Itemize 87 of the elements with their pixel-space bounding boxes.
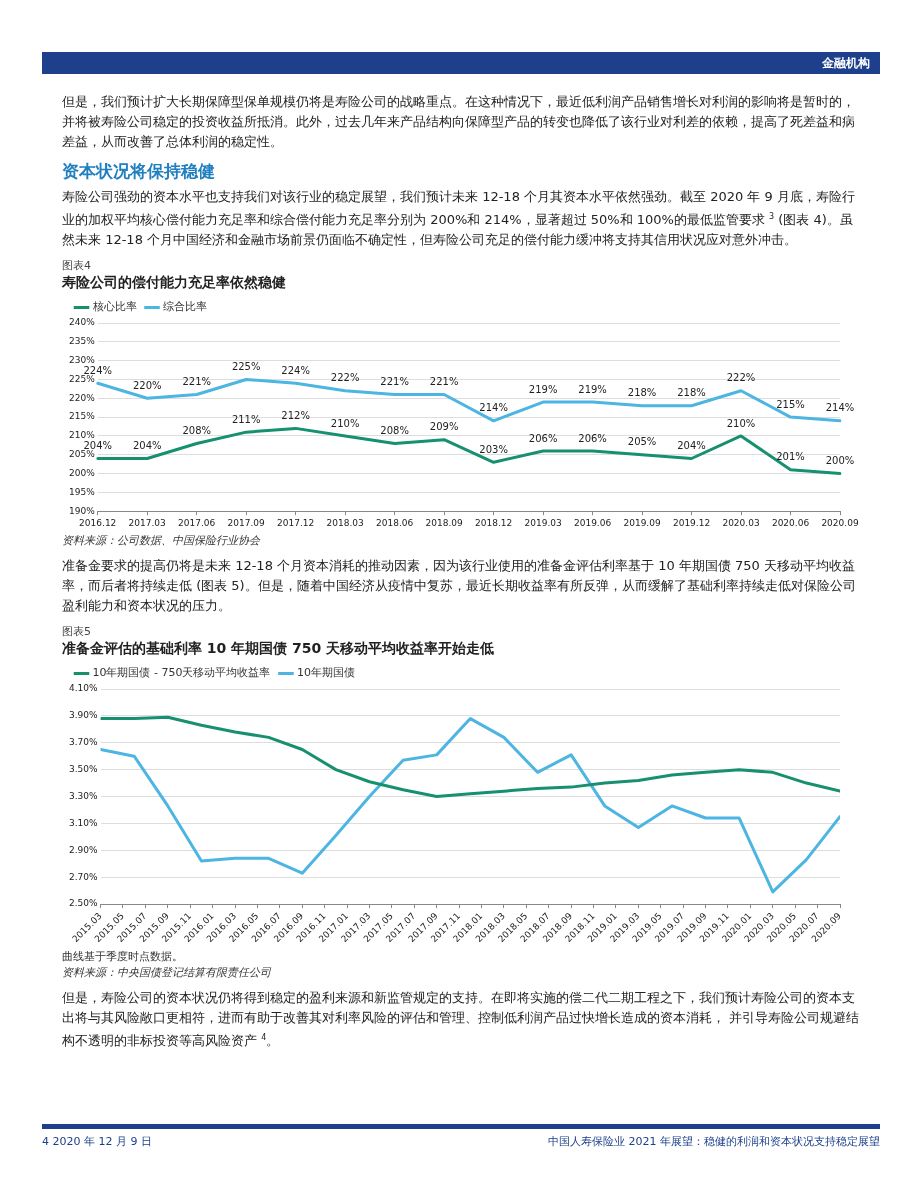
data-label: 208% xyxy=(380,425,409,437)
y-tick-label: 4.10% xyxy=(69,683,99,694)
data-label: 205% xyxy=(627,436,657,448)
chart-subtitle: 图表5 xyxy=(62,624,92,640)
data-label: 219% xyxy=(528,383,558,395)
x-tick-label: 2017.06 xyxy=(178,518,216,529)
text: 资料来源：公司数据、中国保险行业协会 xyxy=(62,533,262,549)
data-label: 206% xyxy=(578,432,607,444)
text: 金融机构 xyxy=(822,55,870,72)
x-tick-label: 2017.12 xyxy=(277,518,315,529)
x-tick-label: 2020.09 xyxy=(821,518,859,529)
data-label: 204% xyxy=(677,440,706,452)
data-label: 210% xyxy=(330,417,360,429)
y-tick-label: 190% xyxy=(69,505,96,516)
y-tick-label: 240% xyxy=(69,317,96,328)
y-tick-label: 3.50% xyxy=(69,764,99,775)
data-label: 220% xyxy=(132,380,162,392)
data-label: 218% xyxy=(627,387,657,399)
text: 但是，寿险公司的资本状况仍将得到稳定的盈利来源和新监管规定的支持。在即将实施的偿二代二期工程之下，我们预计寿险公司的资本支出将与其风险敞口更相符，进而有助于改善其对利率风险的评估和管理、控制低利润产品过快增长造成的资本消耗， 并引导寿险公司规避结构不透明的非标投资等高风险资产 $^{4}$。 xyxy=(62,989,861,1051)
data-label: 211% xyxy=(231,414,261,426)
x-tick-label: 2019.03 xyxy=(524,518,562,529)
x-tick-label: 2020.06 xyxy=(771,518,810,529)
y-tick-label: 225% xyxy=(69,374,96,385)
data-label: 204% xyxy=(132,440,162,452)
y-tick-label: 200% xyxy=(69,468,96,479)
y-tick-label: 230% xyxy=(69,355,96,366)
x-tick-label: 2017.03 xyxy=(128,518,166,529)
y-tick-label: 215% xyxy=(69,411,96,422)
legend-label: 核心比率 xyxy=(91,300,137,314)
data-label: 221% xyxy=(429,376,459,388)
text: 准备金要求的提高仍将是未来 12-18 个月资本消耗的推动因素，因为该行业使用的准备金评估利率基于 10 年期国债 750 天移动平均收益率，而后者将持续走低 (图表 5)。但是，随着中国经济从疫情中复苏，最近长期收益率有所反弹，从而缓解了基础利率持续走低对保险公司盈利能力和资本状况的压力。 xyxy=(62,557,857,616)
y-tick-label: 195% xyxy=(69,487,96,498)
y-tick-label: 205% xyxy=(69,449,96,460)
data-label: 225% xyxy=(231,361,261,373)
y-tick-label: 3.10% xyxy=(69,818,99,829)
y-tick-label: 2.70% xyxy=(69,871,99,882)
x-tick-label: 2018.12 xyxy=(475,518,513,529)
y-tick-label: 235% xyxy=(69,336,96,347)
x-tick-label: 2020.03 xyxy=(722,518,760,529)
x-tick-label: 2019.12 xyxy=(672,518,711,529)
data-label: 204% xyxy=(83,440,113,452)
data-label: 201% xyxy=(776,451,805,463)
text: 4 2020 年 12 月 9 日 xyxy=(42,1134,152,1149)
y-tick-label: 3.70% xyxy=(69,737,99,748)
data-label: 210% xyxy=(726,417,756,429)
data-label: 224% xyxy=(281,365,310,377)
x-tick-label: 2016.12 xyxy=(79,518,117,529)
y-tick-label: 220% xyxy=(69,392,96,403)
x-tick-label: 2017.09 xyxy=(227,518,266,529)
text: 资本状况将保持稳健 xyxy=(62,160,216,183)
data-label: 222% xyxy=(330,372,360,384)
chart-title: 寿险公司的偿付能力充足率依然稳健 xyxy=(62,274,287,293)
y-tick-label: 3.90% xyxy=(69,710,99,721)
x-tick-label: 2018.06 xyxy=(376,518,414,529)
legend-label: 综合比率 xyxy=(163,300,207,314)
data-label: 203% xyxy=(479,444,508,456)
y-tick-label: 3.30% xyxy=(69,791,99,802)
data-label: 200% xyxy=(825,455,855,467)
text: 寿险公司强劲的资本水平也支持我们对该行业的稳定展望，我们预计未来 12-18 个月其资本水平依然强劲。截至 2020 年 9 月底，寿险行业的加权平均核心偿付能力充足率和综合偿付能力充足率分别为 200%和 214%，显著超过 50%和 100%的最低监管要求 $^{3}$ (图表 4)。虽然未来 12-18 个月中国经济和金融市场前景仍面临不确定性，但寿险公司充足的偿付能力缓冲将支持其信用状况应对意外冲击。 xyxy=(62,188,856,250)
chart-title: 准备金评估的基础利率 10 年期国债 750 天移动平均收益率开始走低 xyxy=(62,640,496,659)
data-label: 218% xyxy=(677,387,706,399)
legend-label: 10年期国债 xyxy=(296,666,355,680)
y-tick-label: 210% xyxy=(69,430,96,441)
x-tick-label: 2019.06 xyxy=(573,518,612,529)
x-tick-label: 2018.09 xyxy=(425,518,463,529)
data-label: 224% xyxy=(83,365,113,377)
data-label: 221% xyxy=(182,376,211,388)
data-label: 209% xyxy=(429,421,459,433)
y-tick-label: 2.90% xyxy=(69,844,99,855)
x-tick-label: 2019.09 xyxy=(623,518,661,529)
data-label: 215% xyxy=(776,399,805,411)
data-label: 222% xyxy=(726,372,756,384)
data-label: 219% xyxy=(578,383,607,395)
chart-subtitle: 图表4 xyxy=(62,258,92,274)
data-label: 208% xyxy=(182,425,211,437)
text: 资料来源：中央国债登记结算有限责任公司 xyxy=(62,965,272,981)
legend-label: 10年期国债 - 750天移动平均收益率 xyxy=(92,666,271,680)
text: 但是，我们预计扩大长期保障型保单规模仍将是寿险公司的战略重点。在这种情况下，最近低利润产品销售增长对利润的影响将是暂时的，并将被寿险公司稳定的投资收益所抵消。此外，过去几年来产品结构向保障型产品的转变也降低了该行业对利差的依赖，提高了死差益和病差益，从而改善了总体利润的稳定性。 xyxy=(62,93,856,151)
data-label: 212% xyxy=(281,410,310,422)
x-tick-label: 2018.03 xyxy=(326,518,364,529)
data-label: 206% xyxy=(528,432,558,444)
data-label: 214% xyxy=(825,402,855,414)
text: 曲线基于季度时点数据。 xyxy=(62,949,184,965)
y-tick-label: 2.50% xyxy=(69,898,99,909)
data-label: 221% xyxy=(380,376,409,388)
data-label: 214% xyxy=(479,402,508,414)
text: 中国人寿保险业 2021 年展望：稳健的利润和资本状况支持稳定展望 xyxy=(548,1134,880,1149)
